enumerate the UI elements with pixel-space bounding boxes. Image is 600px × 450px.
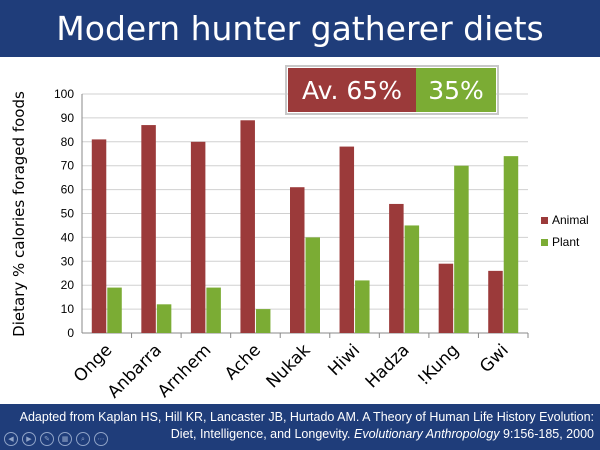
bar-animal [438, 263, 454, 333]
x-tick-label: !Kung [414, 340, 463, 389]
y-tick-label: 80 [61, 135, 75, 149]
x-tick-label: Hadza [362, 340, 414, 392]
y-tick-label: 60 [61, 183, 75, 197]
bar-animal [389, 203, 404, 333]
y-tick-label: 0 [67, 326, 74, 340]
x-tick-label: Anbarra [104, 340, 166, 402]
y-tick-label: 100 [54, 87, 74, 101]
y-tick-label: 30 [61, 254, 75, 268]
y-tick-label: 20 [61, 278, 75, 292]
bar-animal [141, 125, 156, 333]
x-tick-label: Hiwi [324, 340, 364, 380]
slides-icon[interactable]: ▦ [58, 432, 72, 446]
average-plant-box [416, 68, 496, 112]
bar-plant [255, 309, 271, 333]
y-tick-label: 70 [61, 159, 75, 173]
bar-animal [339, 146, 355, 333]
y-axis-label: Dietary % calories foraged foods [10, 91, 28, 337]
x-tick-label: Gwi [476, 340, 513, 377]
pen-icon[interactable]: ✎ [40, 432, 54, 446]
average-animal-box [288, 68, 416, 112]
bar-animal [91, 139, 107, 333]
x-tick-label: Arnhem [154, 340, 215, 401]
average-animal-label: Av. 65% [302, 76, 402, 105]
y-tick-label: 10 [61, 302, 75, 316]
citation-journal: Evolutionary Anthropology [354, 427, 500, 441]
legend-swatch-animal [541, 217, 548, 224]
bar-animal [190, 141, 206, 333]
title-bar: Modern hunter gatherer diets [0, 0, 600, 57]
citation-title: Diet, Intelligence, and Longevity. [170, 427, 354, 441]
y-tick-label: 50 [61, 207, 75, 221]
prev-icon[interactable]: ◀ [4, 432, 18, 446]
bar-plant [305, 237, 320, 333]
x-tick-label: Onge [70, 340, 116, 386]
y-tick-label: 40 [61, 230, 75, 244]
average-box-border [285, 65, 499, 115]
average-plant-label: 35% [428, 76, 484, 105]
zoom-icon[interactable]: ⌕ [76, 432, 90, 446]
bar-animal [488, 270, 503, 333]
citation-line-1: Adapted from Kaplan HS, Hill KR, Lancast… [19, 410, 594, 424]
bar-animal [290, 187, 305, 333]
x-tick-label: Nukak [263, 340, 315, 392]
bar-plant [206, 287, 221, 333]
bar-plant [156, 304, 172, 333]
next-icon[interactable]: ▶ [22, 432, 36, 446]
slideshow-controls: ◀ ▶ ✎ ▦ ⌕ ⋯ [4, 432, 108, 446]
legend-label-plant: Plant [552, 235, 580, 249]
bar-animal [240, 120, 255, 333]
bar-plant [404, 225, 420, 333]
legend-swatch-plant [541, 239, 548, 246]
bar-plant [454, 165, 469, 333]
citation-volume: 9:156-185, 2000 [499, 427, 594, 441]
x-tick-label: Ache [221, 340, 265, 384]
bar-plant [503, 156, 519, 333]
slide-title: Modern hunter gatherer diets [56, 9, 544, 48]
citation-line-2: Diet, Intelligence, and Longevity. Evolu… [171, 427, 594, 441]
more-icon[interactable]: ⋯ [94, 432, 108, 446]
y-tick-label: 90 [61, 111, 75, 125]
bar-plant [107, 287, 122, 333]
bar-plant [355, 280, 370, 333]
legend-label-animal: Animal [552, 213, 589, 227]
